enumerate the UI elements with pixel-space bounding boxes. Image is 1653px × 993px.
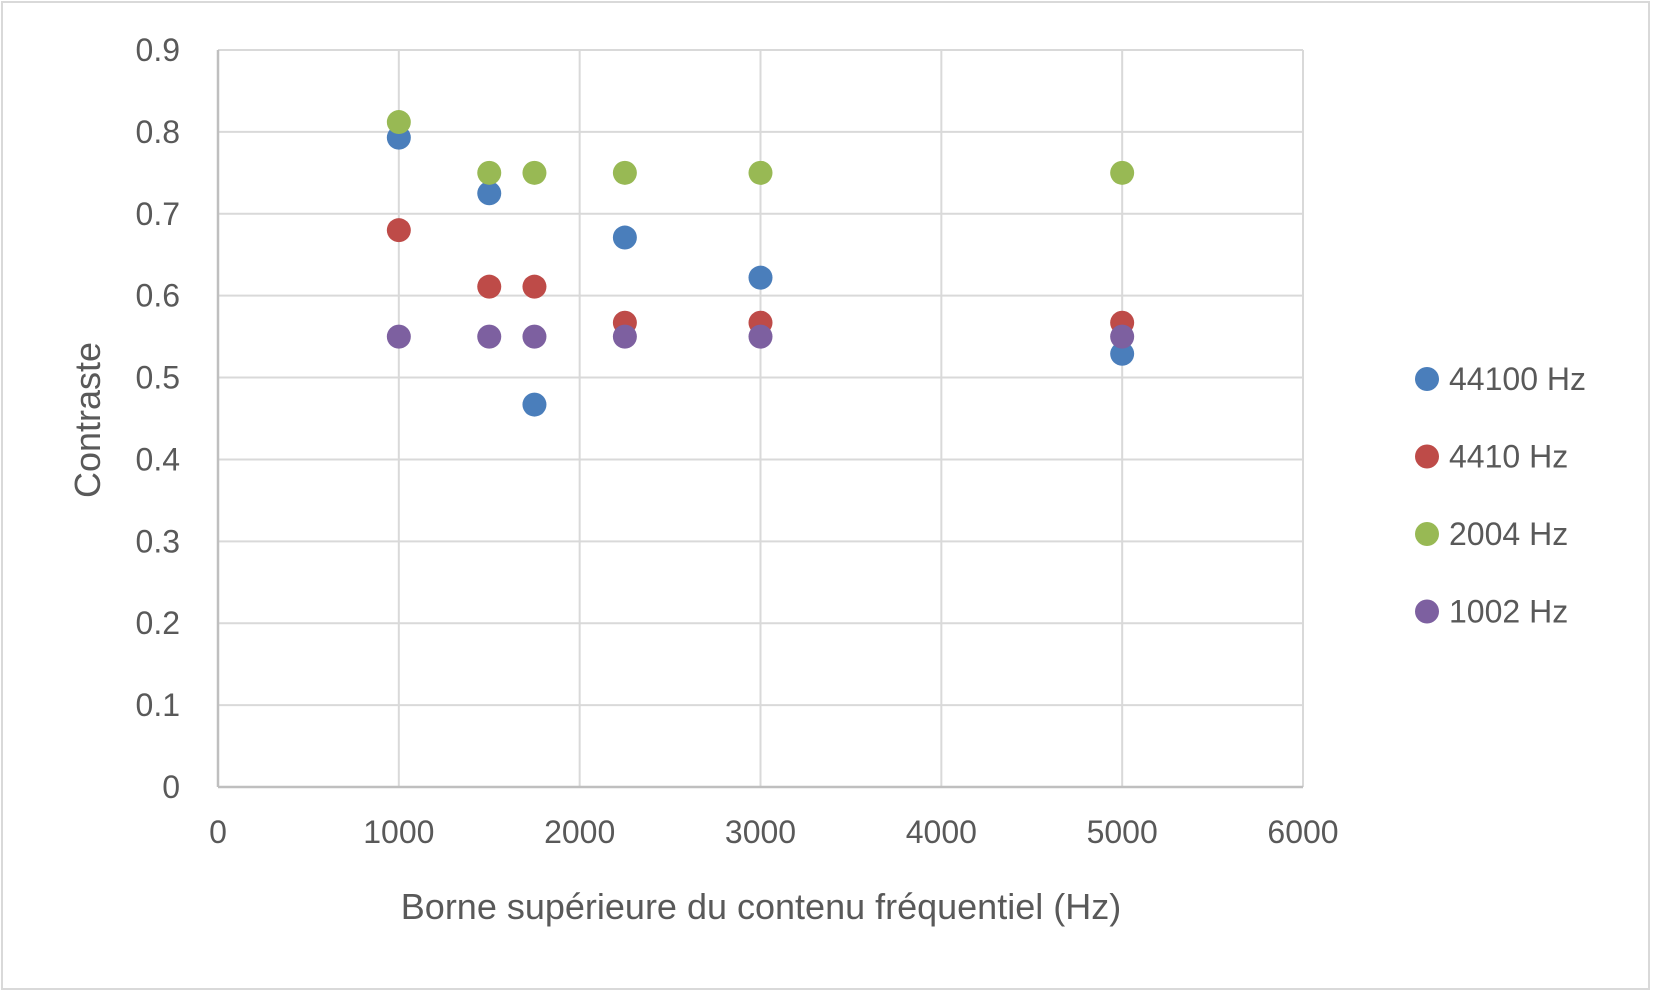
- y-tick-label: 0.7: [136, 196, 180, 232]
- legend-marker: [1415, 522, 1439, 546]
- data-point: [477, 324, 502, 349]
- data-point: [612, 324, 637, 349]
- series-3: [386, 324, 1135, 349]
- data-point: [522, 392, 547, 417]
- data-point: [1110, 160, 1135, 185]
- x-tick-label: 3000: [725, 814, 796, 850]
- y-tick-label: 0.4: [136, 441, 180, 477]
- x-tick-labels: 0 1000 2000 3000 4000 5000 6000: [209, 814, 1338, 850]
- data-point: [522, 274, 547, 299]
- x-tick-label: 5000: [1087, 814, 1158, 850]
- data-points: [386, 110, 1135, 417]
- legend-label: 4410 Hz: [1449, 439, 1568, 475]
- y-tick-label: 0.9: [136, 32, 180, 68]
- data-point: [386, 324, 411, 349]
- legend-marker: [1415, 367, 1439, 391]
- legend-label: 1002 Hz: [1449, 594, 1568, 630]
- legend-label: 2004 Hz: [1449, 516, 1568, 552]
- data-point: [748, 160, 773, 185]
- x-tick-label: 4000: [906, 814, 977, 850]
- legend: 44100 Hz 4410 Hz 2004 Hz 1002 Hz: [1415, 361, 1586, 630]
- y-tick-label: 0.5: [136, 360, 180, 396]
- data-point: [1110, 341, 1135, 366]
- y-tick-label: 0.8: [136, 114, 180, 150]
- data-point: [748, 324, 773, 349]
- data-point: [477, 181, 502, 206]
- y-tick-label: 0.2: [136, 605, 180, 641]
- y-axis-title: Contraste: [67, 342, 108, 498]
- data-point: [477, 274, 502, 299]
- data-point: [612, 160, 637, 185]
- x-tick-label: 0: [209, 814, 227, 850]
- legend-label: 44100 Hz: [1449, 361, 1586, 397]
- data-point: [477, 160, 502, 185]
- data-point: [748, 265, 773, 290]
- data-point: [612, 225, 637, 250]
- data-point: [522, 160, 547, 185]
- y-tick-labels: 0 0.1 0.2 0.3 0.4 0.5 0.6 0.7 0.8 0.9: [136, 32, 180, 805]
- legend-marker: [1415, 444, 1439, 469]
- y-tick-label: 0.1: [136, 687, 180, 723]
- data-point: [522, 324, 547, 349]
- x-tick-label: 2000: [544, 814, 615, 850]
- series-2: [386, 110, 1135, 185]
- x-tick-label: 1000: [363, 814, 434, 850]
- data-point: [1110, 324, 1135, 349]
- axes: [216, 50, 1303, 789]
- data-point: [386, 110, 411, 135]
- legend-marker: [1415, 599, 1439, 624]
- y-tick-label: 0.6: [136, 278, 180, 314]
- y-tick-label: 0.3: [136, 523, 180, 559]
- grid-lines: [218, 49, 1304, 787]
- x-tick-label: 6000: [1267, 814, 1338, 850]
- data-point: [386, 218, 411, 243]
- y-tick-label: 0: [162, 769, 180, 805]
- x-axis-title: Borne supérieure du contenu fréquentiel …: [401, 886, 1121, 927]
